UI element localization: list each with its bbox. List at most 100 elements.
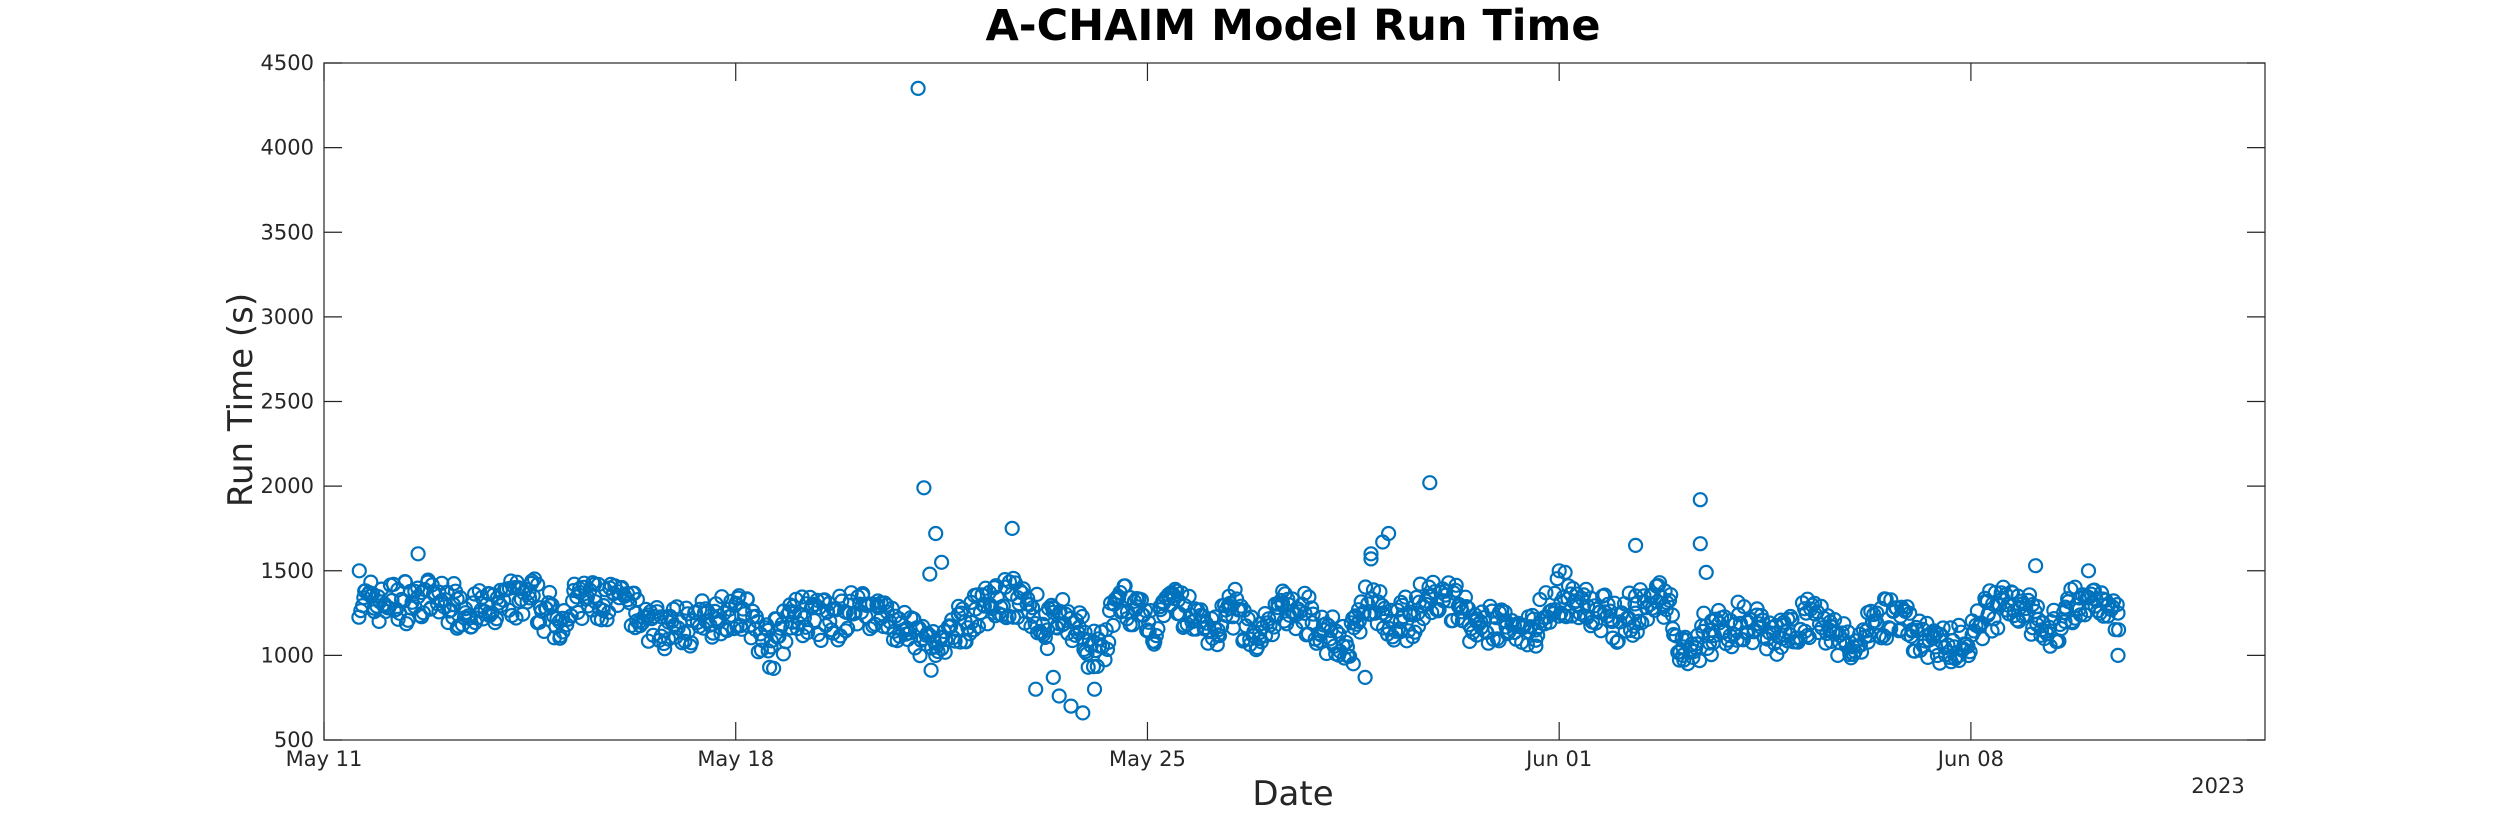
data-point — [579, 589, 596, 605]
data-point — [731, 588, 747, 604]
y-tick-label: 2500 — [261, 390, 314, 414]
data-point — [1754, 612, 1771, 628]
data-point — [765, 660, 782, 677]
data-point — [1606, 595, 1623, 611]
y-tick-label: 2000 — [261, 474, 314, 498]
data-point — [477, 603, 493, 620]
data-point — [2021, 587, 2038, 603]
data-point — [1447, 582, 1464, 598]
data-point — [1651, 575, 1668, 591]
outlier-point — [928, 525, 944, 542]
data-point — [1676, 652, 1692, 668]
data-point — [1301, 589, 1317, 605]
data-point — [1828, 624, 1844, 641]
data-point — [1784, 611, 1800, 627]
data-point — [796, 609, 813, 626]
outlier-point — [916, 480, 932, 496]
data-point — [683, 635, 699, 651]
y-axis-label: Run Time (s) — [221, 293, 261, 507]
data-point — [1974, 630, 1991, 647]
data-point — [2110, 647, 2126, 664]
data-point — [1209, 636, 1225, 653]
data-point — [1920, 649, 1936, 666]
data-point — [1181, 588, 1197, 605]
x-tick-label: May 18 — [697, 747, 774, 771]
data-point — [1297, 585, 1313, 601]
data-point — [410, 546, 426, 562]
y-tick-label: 4500 — [261, 51, 314, 75]
data-point — [657, 641, 673, 657]
data-point — [417, 581, 433, 598]
data-point — [1349, 616, 1365, 632]
data-point — [1099, 641, 1116, 658]
outlier-point — [2027, 558, 2044, 574]
chart-title: A-CHAIM Model Run Time — [985, 1, 1600, 51]
data-point — [753, 642, 770, 658]
data-point — [1335, 618, 1351, 635]
x-tick-label: May 11 — [286, 747, 363, 771]
points-layer — [351, 80, 2127, 721]
data-point — [1597, 587, 1613, 603]
data-point — [1105, 617, 1121, 634]
outlier-point — [1363, 551, 1379, 567]
data-point — [1097, 652, 1113, 668]
data-point — [2086, 582, 2102, 598]
outlier-point — [1063, 698, 1079, 714]
data-point — [1600, 596, 1616, 613]
data-point — [1458, 598, 1475, 615]
data-point — [2106, 593, 2122, 609]
data-point — [2042, 619, 2058, 636]
data-point — [530, 576, 546, 593]
data-point — [1551, 563, 1567, 579]
data-point — [402, 583, 418, 600]
data-point — [1390, 621, 1407, 637]
data-point — [1656, 609, 1672, 625]
data-point — [1867, 613, 1883, 629]
data-point — [1665, 621, 1681, 637]
outlier-point — [933, 554, 950, 570]
data-point — [783, 620, 799, 636]
y-tick-label: 4000 — [261, 136, 314, 160]
data-point — [1303, 600, 1320, 616]
data-point — [1227, 581, 1243, 598]
data-point — [1374, 597, 1390, 614]
data-point — [1538, 585, 1554, 601]
data-point — [1610, 633, 1626, 649]
data-point — [1902, 605, 1918, 621]
x-axis-year-label: 2023 — [2191, 774, 2244, 798]
data-point — [1074, 608, 1090, 625]
data-point — [2109, 596, 2125, 613]
data-point — [2072, 607, 2089, 623]
data-point — [1431, 601, 1447, 618]
y-tick-label: 1000 — [261, 643, 314, 667]
y-tick-label: 3500 — [261, 220, 314, 244]
data-point — [1661, 592, 1678, 609]
data-point — [1448, 577, 1464, 593]
outlier-point — [1045, 669, 1061, 686]
data-point — [1909, 622, 1925, 639]
data-point — [1593, 623, 1609, 639]
outlier-point — [1357, 669, 1373, 686]
data-point — [977, 580, 994, 596]
data-point — [371, 613, 387, 630]
data-point — [1629, 624, 1645, 640]
data-point — [1780, 611, 1796, 627]
data-point — [1951, 617, 1967, 634]
data-point — [923, 662, 939, 678]
data-point — [1035, 627, 1051, 643]
data-point — [1039, 640, 1056, 657]
y-tick-label: 3000 — [261, 305, 314, 329]
data-point — [1029, 586, 1045, 603]
data-point — [1990, 620, 2006, 636]
data-point — [912, 647, 928, 664]
data-point — [1150, 621, 1166, 637]
outlier-point — [1951, 652, 1967, 669]
y-tick-label: 1500 — [261, 559, 314, 583]
data-point — [1067, 627, 1083, 643]
data-point — [1353, 594, 1369, 610]
outlier-point — [1698, 564, 1714, 581]
data-point — [2093, 585, 2110, 601]
data-point — [1888, 600, 1905, 616]
data-point — [1863, 603, 1879, 620]
data-point — [1735, 632, 1751, 648]
